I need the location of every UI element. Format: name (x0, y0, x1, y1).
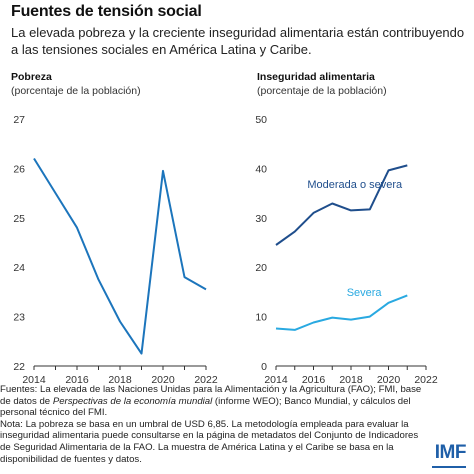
y-tick-label: 40 (255, 163, 267, 175)
y-tick-label: 26 (13, 163, 25, 175)
y-tick-label: 23 (13, 312, 25, 324)
y-tick-label: 50 (255, 114, 267, 126)
y-tick-label: 22 (13, 361, 25, 373)
x-tick-label: 2014 (264, 374, 288, 386)
x-tick-label: 2020 (151, 374, 175, 386)
y-tick-label: 20 (255, 262, 267, 274)
series-label: Moderada o severa (307, 179, 403, 191)
series-line-moderada-o-severa (275, 164, 408, 246)
y-tick-label: 25 (13, 213, 25, 225)
sources-italic: Perspectivas de la economía mundial (52, 395, 213, 407)
y-tick-label: 0 (261, 361, 267, 373)
x-tick-label: 2018 (108, 374, 132, 386)
methodology-note: Nota: La pobreza se basa en un umbral de… (0, 418, 419, 465)
x-tick-label: 2018 (339, 374, 363, 386)
x-tick-label: 2016 (302, 374, 326, 386)
x-tick-label: 2020 (377, 374, 401, 386)
y-tick-label: 27 (13, 114, 25, 126)
series-line-pobreza (33, 157, 207, 355)
y-tick-label: 24 (13, 262, 25, 274)
imf-logo-underline (432, 466, 466, 468)
food-insecurity-chart: 0 10 20 30 40 50 2014 2016 2018 2020 2022 Moderada … (255, 114, 438, 386)
imf-logo: IMF (434, 442, 467, 463)
sources-note: Fuentes: La elevada de las Naciones Unid… (0, 384, 422, 419)
y-tick-label: 10 (255, 312, 267, 324)
left-panel-title: Pobreza (11, 71, 52, 83)
poverty-chart: 22 23 24 25 26 27 2014 2016 2018 2020 2022 (13, 114, 218, 386)
series-line-severa (275, 294, 408, 331)
x-tick-label: 2016 (65, 374, 89, 386)
right-panel-title: Inseguridad alimentaria (257, 71, 375, 83)
left-panel-unit: (porcentaje de la población) (11, 85, 141, 97)
chart-subtitle: La elevada pobreza y la creciente insegu… (11, 25, 465, 57)
x-tick-label: 2014 (22, 374, 46, 386)
series-label: Severa (347, 287, 383, 299)
y-tick-label: 30 (255, 213, 267, 225)
x-tick-label: 2022 (194, 374, 218, 386)
x-tick-label: 2022 (414, 374, 438, 386)
right-panel-unit: (porcentaje de la población) (257, 85, 387, 97)
chart-title: Fuentes de tensión social (11, 3, 202, 20)
footnotes: Fuentes: La elevada de las Naciones Unid… (0, 384, 425, 465)
